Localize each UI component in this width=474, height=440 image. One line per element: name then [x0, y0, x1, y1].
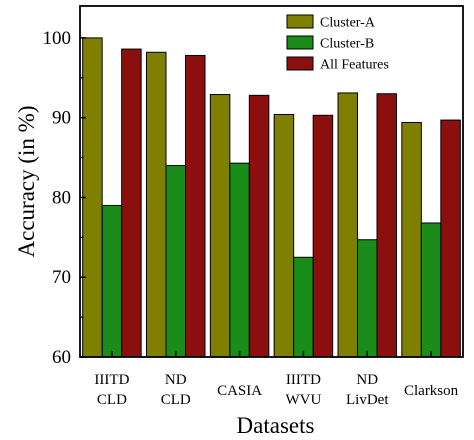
y-tick-label-1: 70 [52, 267, 71, 288]
bar-cluster-a-4 [337, 92, 358, 358]
bar-all-features-0 [121, 48, 142, 358]
bar-all-features-3 [312, 114, 334, 358]
legend: Cluster-A Cluster-B All Features [286, 14, 389, 73]
legend-label-1: Cluster-B [320, 37, 374, 52]
x-tick-label-line: IIITD [286, 372, 321, 388]
bar-cluster-b-5 [420, 222, 442, 358]
x-tick-label-line: CASIA [217, 383, 262, 399]
x-tick-label-3: IIITD WVU [286, 372, 322, 408]
x-tick-label-line: ND [356, 372, 378, 388]
bar-cluster-b-3 [293, 256, 314, 358]
x-tick-label-line: Clarkson [404, 383, 459, 399]
plot-frame [79, 5, 464, 358]
x-axis-title: Datasets [237, 413, 315, 438]
bar-all-features-1 [185, 54, 206, 358]
bar-all-features-2 [248, 94, 270, 358]
x-tick-label-4: ND LivDet [346, 372, 389, 408]
bar-cluster-b-2 [229, 162, 250, 358]
y-tick-label-2: 80 [52, 187, 71, 208]
bar-cluster-a-2 [209, 94, 231, 358]
bar-all-features-5 [440, 119, 461, 358]
x-tick-label-2: CASIA [217, 383, 262, 399]
bar-cluster-a-1 [146, 51, 167, 358]
x-tick-label-line: ND [165, 372, 187, 388]
x-tick-label-line: CLD [97, 392, 127, 408]
bar-all-features-4 [376, 93, 397, 358]
bar-cluster-a-5 [401, 121, 422, 358]
y-tick-label-4: 100 [43, 28, 72, 49]
bar-cluster-a-3 [273, 113, 295, 358]
legend-swatch-0 [286, 14, 314, 29]
legend-swatch-1 [286, 35, 314, 50]
legend-label-2: All Features [320, 58, 389, 73]
legend-swatch-2 [286, 56, 314, 71]
y-axis-title: Accuracy (in %) [14, 106, 39, 258]
bar-cluster-b-1 [165, 165, 186, 358]
y-tick-label-0: 60 [52, 347, 71, 368]
x-tick-label-5: Clarkson [404, 383, 459, 399]
bar-cluster-b-4 [357, 239, 378, 358]
x-tick-label-1: ND CLD [161, 372, 191, 408]
x-axis: IIITD CLD ND CLD CASIA IIITD WVU ND LivDet Clarks… [94, 351, 459, 408]
legend-label-0: Cluster-A [320, 16, 376, 31]
x-tick-label-line: IIITD [94, 372, 129, 388]
x-tick-label-line: WVU [286, 392, 322, 408]
x-tick-label-0: IIITD CLD [94, 372, 129, 408]
bars-group [82, 37, 461, 358]
x-tick-label-line: LivDet [346, 392, 389, 408]
x-tick-label-line: CLD [161, 392, 191, 408]
y-tick-label-3: 90 [52, 108, 71, 129]
bar-cluster-b-0 [101, 204, 123, 358]
y-axis: 60 70 80 90 100 [43, 28, 86, 368]
